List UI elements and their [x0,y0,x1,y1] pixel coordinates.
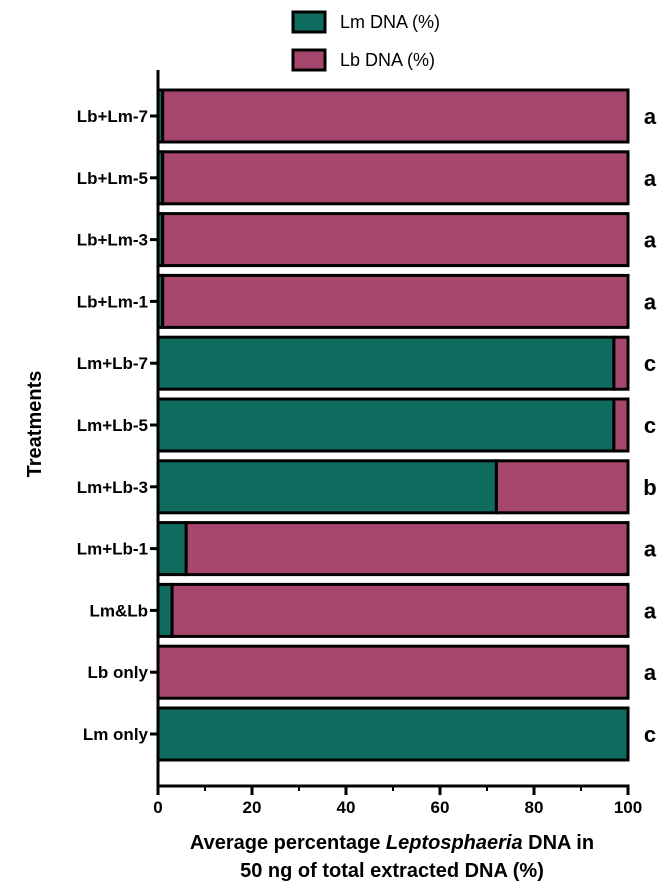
category-label: Lb+Lm-7 [77,107,148,126]
bar-segment-lm [156,521,188,577]
category-label: Lm+Lb-3 [77,478,148,497]
significance-letter: a [644,598,657,623]
axes [150,70,630,795]
category-label: Lm+Lb-5 [77,416,148,435]
legend-label-lb: Lb DNA (%) [340,50,435,70]
bar-segment-lm [156,397,616,453]
legend: Lm DNA (%) Lb DNA (%) [291,10,440,72]
x-axis-title-line2: 50 ng of total extracted DNA (%) [240,860,544,882]
bar-segment-lb [161,150,630,206]
bar-segment-lb [156,644,630,700]
bar-segment-lm [156,582,174,638]
category-label: Lm only [83,725,149,744]
significance-letter: a [644,660,657,685]
bar-segment-lb [184,521,630,577]
legend-label-lm: Lm DNA (%) [340,12,440,32]
significance-letter: a [644,166,657,191]
significance-letter: c [644,351,656,376]
category-label: Lm&Lb [89,601,148,620]
bar-segment-lm [156,459,498,515]
x-tick-label: 80 [525,798,544,817]
significance-letter: a [644,537,657,562]
significance-letter: c [644,722,656,747]
x-tick-label: 60 [431,798,450,817]
x-axis-title-line1: Average percentage Leptosphaeria DNA in [190,832,594,854]
significance-letter: a [644,104,657,129]
legend-swatch-lm [291,10,327,34]
bar-segment-lb [612,335,630,391]
bar-segment-lb [494,459,630,515]
bar-segment-lm [156,335,616,391]
x-tick-label: 40 [337,798,356,817]
bar-segment-lm [156,706,630,762]
category-labels: Lb+Lm-7 Lb+Lm-5 Lb+Lm-3 Lb+Lm-1 Lm+Lb-7 Lm+Lb… [77,107,149,744]
x-tick-label: 20 [243,798,262,817]
x-tick-labels: 0 20 40 60 80 100 [153,798,642,817]
category-label: Lm+Lb-7 [77,354,148,373]
category-label: Lm+Lb-1 [77,540,148,559]
significance-letter: a [644,228,657,253]
significance-letters: a a a a c c b a a a c [643,104,657,747]
legend-swatch-lb [291,48,327,72]
x-tick-label: 0 [153,798,162,817]
bar-segment-lb [170,582,630,638]
bar-segment-lb [161,273,630,329]
x-tick-label: 100 [614,798,642,817]
significance-letter: a [644,289,657,314]
significance-letter: b [643,475,656,500]
bars [156,88,630,762]
y-axis-title: Treatments [24,371,46,478]
bar-segment-lb [161,88,630,144]
category-label: Lb+Lm-5 [77,169,148,188]
category-label: Lb+Lm-3 [77,231,148,250]
bar-segment-lb [612,397,630,453]
category-label: Lb+Lm-1 [77,292,148,311]
category-label: Lb only [88,663,149,682]
bar-segment-lb [161,212,630,268]
significance-letter: c [644,413,656,438]
